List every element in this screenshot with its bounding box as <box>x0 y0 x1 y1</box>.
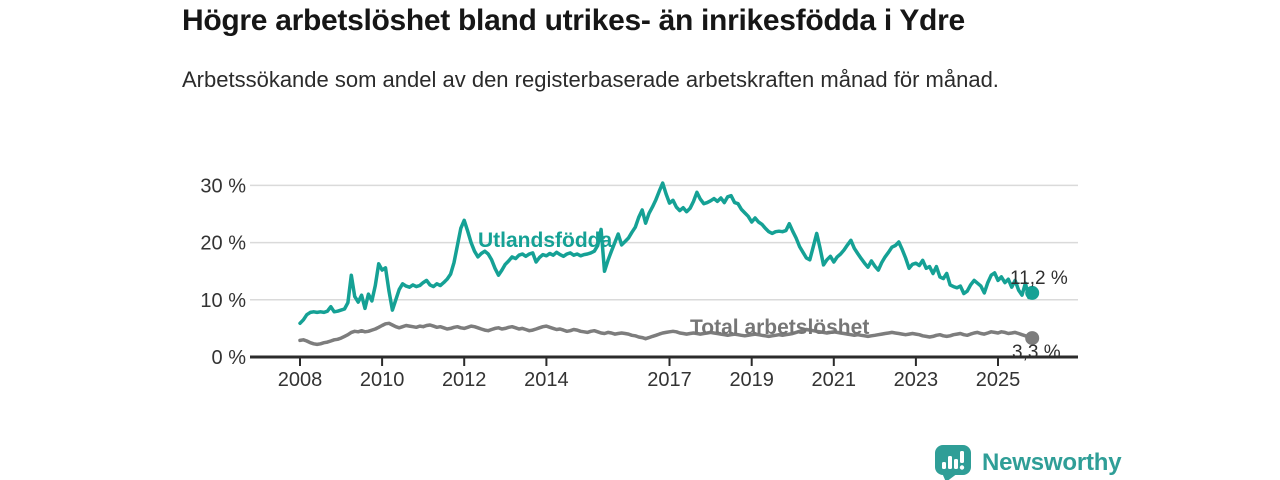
series-lines <box>298 181 1040 347</box>
newsworthy-bubble-chart-icon <box>935 445 971 480</box>
series-label-utlandsfodda: Utlandsfödda <box>478 229 612 252</box>
end-value-label-total: 3,3 % <box>1012 342 1061 363</box>
chart-subtitle: Arbetssökande som andel av den registerb… <box>182 67 999 92</box>
x-tick-label-2008: 2008 <box>278 369 323 391</box>
y-tick-label-10: 10 % <box>200 290 246 312</box>
line-total-arbetsl-shet <box>298 321 1034 347</box>
x-tick-label-2017: 2017 <box>647 369 692 391</box>
end-dot-total-arbetsl-shet <box>1025 331 1040 346</box>
series-label-total-arbetsloshet: Total arbetslöshet <box>690 316 869 339</box>
line-utlandsf-dda <box>298 181 1034 326</box>
newsworthy-logo: Newsworthy <box>934 444 1122 480</box>
axes-and-ticks: 0 % 10 % 20 % 30 % 2008 2010 2012 2014 2017 2019 2… <box>200 175 1078 391</box>
page-title: Högre arbetslöshet bland utrikes- än inr… <box>182 4 965 37</box>
x-tick-label-2010: 2010 <box>360 369 405 391</box>
brand-name: Newsworthy <box>982 449 1122 476</box>
x-tick-label-2019: 2019 <box>729 369 774 391</box>
x-tick-label-2012: 2012 <box>442 369 487 391</box>
x-tick-label-2025: 2025 <box>976 369 1021 391</box>
end-dot-utlandsf-dda <box>1025 285 1040 300</box>
y-tick-label-30: 30 % <box>200 175 246 197</box>
y-tick-label-0: 0 % <box>212 347 247 369</box>
y-tick-label-20: 20 % <box>200 233 246 255</box>
x-tick-label-2023: 2023 <box>894 369 939 391</box>
end-value-label-utlandsfodda: 11,2 % <box>1010 268 1068 289</box>
x-tick-label-2021: 2021 <box>812 369 857 391</box>
x-tick-label-2014: 2014 <box>524 369 569 391</box>
